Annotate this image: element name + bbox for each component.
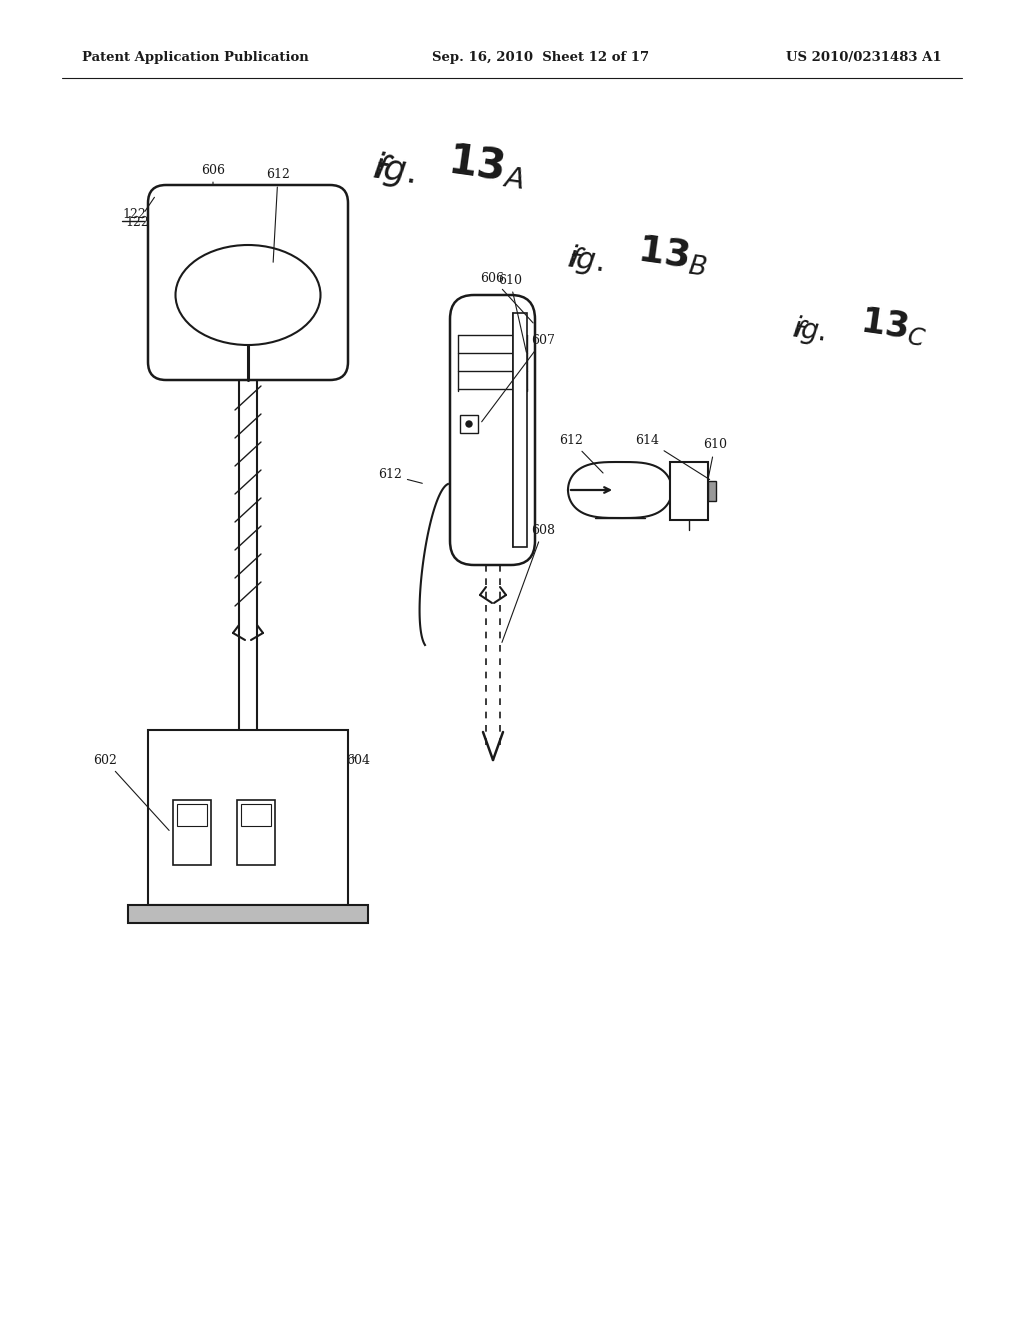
Text: 122: 122 bbox=[125, 197, 155, 230]
Text: 612: 612 bbox=[559, 433, 603, 473]
Bar bbox=[148, 730, 348, 906]
Bar bbox=[670, 462, 708, 520]
Text: $\mathcal{f}\!\!\mathit{ig.}$: $\mathcal{f}\!\!\mathit{ig.}$ bbox=[790, 312, 827, 348]
Bar bbox=[177, 804, 207, 826]
Text: $\mathbf{13}_B$: $\mathbf{13}_B$ bbox=[635, 231, 711, 279]
Bar bbox=[708, 480, 716, 502]
Text: 614: 614 bbox=[635, 433, 710, 479]
Text: 612: 612 bbox=[378, 469, 422, 483]
Text: 607: 607 bbox=[481, 334, 555, 422]
Bar bbox=[460, 414, 478, 433]
Bar bbox=[513, 313, 527, 546]
Text: 610: 610 bbox=[498, 273, 526, 352]
Bar bbox=[173, 800, 211, 865]
Text: 610: 610 bbox=[703, 438, 727, 477]
Text: 612: 612 bbox=[266, 169, 290, 263]
Text: 604: 604 bbox=[346, 754, 370, 767]
Text: 122: 122 bbox=[122, 209, 145, 222]
Text: 606: 606 bbox=[480, 272, 534, 323]
Text: $\mathbf{13}_A$: $\mathbf{13}_A$ bbox=[445, 139, 528, 191]
Text: $\mathcal{f}\!\!\mathit{ig.}$: $\mathcal{f}\!\!\mathit{ig.}$ bbox=[370, 148, 418, 191]
Text: Patent Application Publication: Patent Application Publication bbox=[82, 51, 309, 65]
Text: $\mathbf{13}_C$: $\mathbf{13}_C$ bbox=[858, 304, 930, 348]
Text: 606: 606 bbox=[201, 164, 225, 185]
Text: 608: 608 bbox=[502, 524, 555, 643]
Text: Sep. 16, 2010  Sheet 12 of 17: Sep. 16, 2010 Sheet 12 of 17 bbox=[432, 51, 649, 65]
Circle shape bbox=[466, 421, 472, 426]
FancyBboxPatch shape bbox=[148, 185, 348, 380]
FancyBboxPatch shape bbox=[450, 294, 535, 565]
Ellipse shape bbox=[175, 246, 321, 345]
Bar bbox=[237, 800, 275, 865]
Bar bbox=[128, 906, 368, 923]
Text: 602: 602 bbox=[93, 754, 169, 830]
Bar bbox=[241, 804, 271, 826]
Text: $\mathcal{f}\!\!\mathit{ig.}$: $\mathcal{f}\!\!\mathit{ig.}$ bbox=[565, 242, 606, 279]
Text: US 2010/0231483 A1: US 2010/0231483 A1 bbox=[786, 51, 942, 65]
